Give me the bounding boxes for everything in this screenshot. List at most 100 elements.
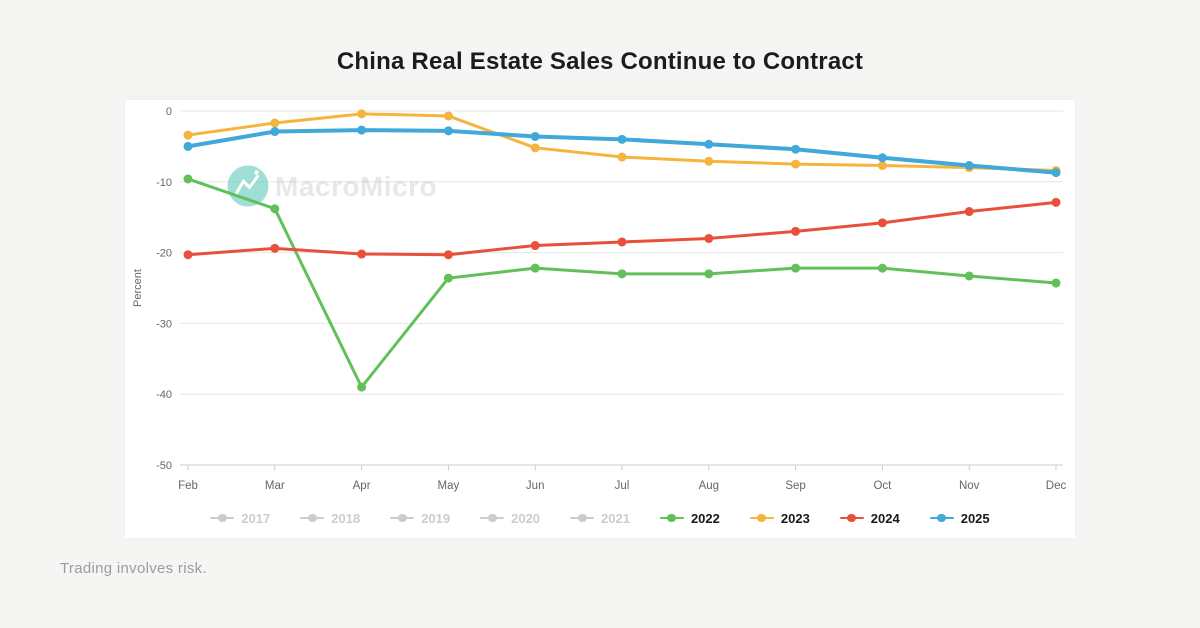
chart-card: 0 -10 -20 -30 -40 -50 Feb Mar Apr May Jun Jul Aug Sep…: [125, 100, 1075, 538]
point-2023-Mar: [270, 118, 280, 128]
chart-legend: 2017 2018 2019 2020 2021 2022 2023 2024 2025: [125, 507, 1075, 529]
legend-marker-icon: [839, 513, 864, 523]
x-tick-label: Jul: [615, 480, 630, 492]
legend-marker-icon: [659, 513, 684, 523]
legend-item-2018[interactable]: 2018: [300, 511, 360, 526]
legend-label: 2021: [601, 510, 630, 526]
legend-marker-icon: [480, 513, 505, 523]
disclaimer-text: Trading involves risk.: [60, 560, 207, 577]
series-line-2022: [186, 177, 1058, 389]
point-2024-May: [443, 250, 453, 260]
point-2023-Apr: [357, 109, 367, 119]
y-tick-label: -10: [156, 177, 172, 189]
legend-label: 2025: [960, 510, 990, 526]
point-2023-Aug: [704, 156, 714, 166]
legend-label: 2024: [870, 510, 900, 526]
point-2024-Jul: [617, 237, 627, 247]
point-2023-Sep: [791, 159, 801, 169]
x-tick-label: Nov: [959, 480, 980, 492]
x-tick-label: May: [438, 480, 460, 492]
point-2024-Apr: [357, 249, 367, 259]
legend-label: 2022: [690, 510, 720, 526]
point-2022-Mar: [270, 204, 280, 214]
chart-title: China Real Estate Sales Continue to Cont…: [336, 48, 864, 75]
point-2025-Aug: [704, 139, 714, 149]
point-2022-Apr: [357, 382, 367, 392]
legend-marker-icon: [570, 513, 595, 523]
y-tick-label: -50: [156, 460, 172, 472]
point-2023-May: [443, 111, 453, 121]
point-2025-Oct: [877, 153, 887, 163]
legend-label: 2020: [511, 510, 541, 526]
point-2024-Sep: [791, 226, 801, 236]
point-2025-Jun: [530, 131, 540, 141]
point-2024-Jun: [530, 241, 540, 251]
x-tick-label: Apr: [353, 480, 371, 492]
point-2022-Jul: [617, 269, 627, 279]
legend-item-2017[interactable]: 2017: [210, 511, 270, 526]
logo-mountain-glyph: [234, 175, 259, 196]
legend-marker-icon: [210, 513, 235, 523]
point-2025-Apr: [357, 125, 367, 135]
x-tick-label: Aug: [699, 480, 719, 492]
y-tick-label: -30: [156, 318, 172, 330]
point-2025-Sep: [791, 144, 801, 154]
point-2025-Feb: [183, 141, 193, 151]
legend-item-2021[interactable]: 2021: [570, 511, 630, 526]
point-2022-Oct: [877, 263, 887, 273]
point-2024-Nov: [964, 207, 974, 217]
point-2025-Dec: [1051, 168, 1061, 178]
y-axis-title: Percent: [132, 269, 144, 307]
point-2024-Feb: [183, 250, 193, 260]
point-2022-Jun: [530, 263, 540, 273]
point-2025-Nov: [964, 161, 974, 171]
legend-item-2023[interactable]: 2023: [749, 510, 810, 526]
x-tick-label: Feb: [178, 480, 198, 492]
y-tick-label: -40: [156, 389, 172, 401]
legend-marker-icon: [749, 513, 774, 523]
point-2024-Mar: [270, 243, 280, 253]
y-tick-label: 0: [166, 106, 172, 118]
series-2024: [183, 197, 1061, 260]
point-2024-Dec: [1051, 197, 1061, 207]
point-2022-Aug: [704, 269, 714, 279]
point-2022-Nov: [964, 271, 974, 281]
x-tick-label: Jun: [526, 480, 545, 492]
point-2023-Jun: [530, 143, 540, 153]
point-2025-May: [443, 126, 453, 136]
macromicro-watermark: MacroMicro: [227, 165, 437, 207]
point-2024-Oct: [877, 218, 887, 228]
chart-canvas[interactable]: 0 -10 -20 -30 -40 -50 Feb Mar Apr May Jun Jul Aug Sep…: [125, 100, 1075, 500]
legend-label: 2017: [241, 510, 271, 526]
legend-item-2022[interactable]: 2022: [659, 510, 720, 526]
point-2024-Aug: [704, 233, 714, 243]
x-tick-label: Mar: [265, 480, 285, 492]
watermark-text: MacroMicro: [275, 171, 437, 202]
legend-item-2024[interactable]: 2024: [839, 510, 900, 526]
x-tick-label: Dec: [1046, 480, 1067, 492]
x-tick-label: Oct: [873, 480, 892, 492]
point-2023-Jul: [617, 152, 627, 162]
legend-marker-icon: [929, 513, 954, 523]
point-2023-Feb: [183, 130, 193, 140]
legend-label: 2019: [421, 510, 451, 526]
y-tick-label: -20: [156, 248, 172, 260]
point-2025-Mar: [270, 127, 280, 137]
legend-item-2019[interactable]: 2019: [390, 511, 450, 526]
legend-marker-icon: [390, 513, 415, 523]
point-2025-Jul: [617, 134, 627, 144]
point-2022-Feb: [183, 174, 193, 184]
legend-item-2025[interactable]: 2025: [929, 510, 990, 526]
point-2022-Sep: [791, 263, 801, 273]
legend-marker-icon: [300, 513, 325, 523]
point-2023-Oct: [877, 161, 887, 171]
series-2025: [183, 125, 1061, 178]
x-tick-label: Sep: [785, 480, 805, 492]
legend-item-2020[interactable]: 2020: [480, 511, 540, 526]
series-2022: [183, 174, 1061, 392]
series-line-2024: [186, 200, 1058, 257]
legend-label: 2023: [780, 510, 810, 526]
point-2022-Dec: [1051, 278, 1061, 288]
legend-label: 2018: [331, 510, 361, 526]
logo-sun-dot: [254, 170, 259, 175]
